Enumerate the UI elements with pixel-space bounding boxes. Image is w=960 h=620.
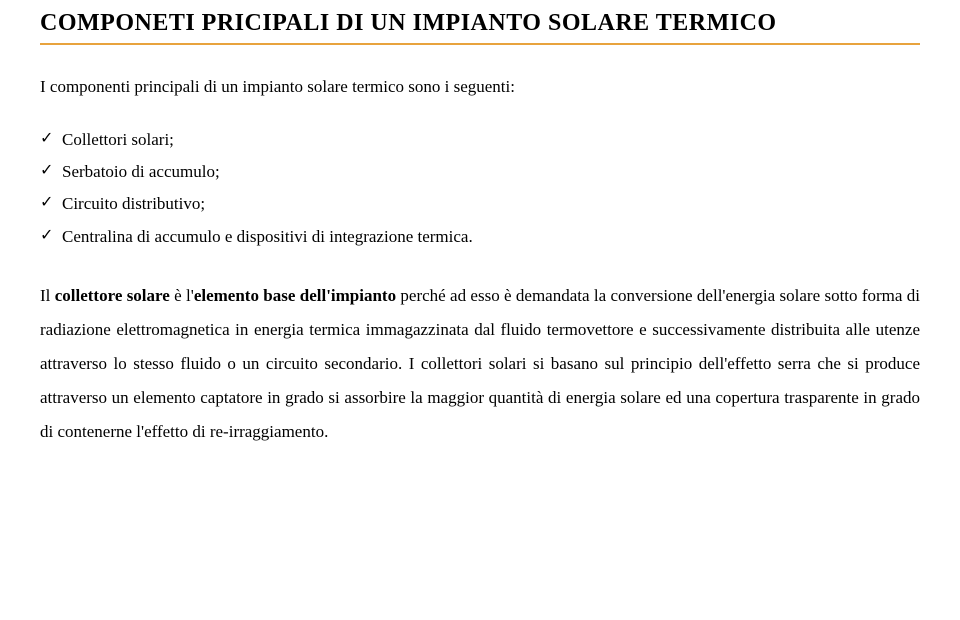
bold-text: collettore solare: [55, 286, 170, 305]
document-page: COMPONETI PRICIPALI DI UN IMPIANTO SOLAR…: [0, 0, 960, 449]
list-item: Circuito distributivo;: [40, 188, 920, 220]
text-run: perché ad esso è demandata la conversion…: [40, 286, 920, 441]
bold-text: elemento base dell'impianto: [194, 286, 396, 305]
list-item: Serbatoio di accumulo;: [40, 156, 920, 188]
body-paragraph: Il collettore solare è l'elemento base d…: [40, 279, 920, 449]
text-run: Il: [40, 286, 55, 305]
component-list: Collettori solari; Serbatoio di accumulo…: [40, 124, 920, 253]
page-title: COMPONETI PRICIPALI DI UN IMPIANTO SOLAR…: [40, 10, 920, 37]
list-item: Collettori solari;: [40, 124, 920, 156]
list-item: Centralina di accumulo e dispositivi di …: [40, 221, 920, 253]
text-run: è l': [170, 286, 194, 305]
title-divider: [40, 43, 920, 45]
intro-paragraph: I componenti principali di un impianto s…: [40, 73, 920, 102]
